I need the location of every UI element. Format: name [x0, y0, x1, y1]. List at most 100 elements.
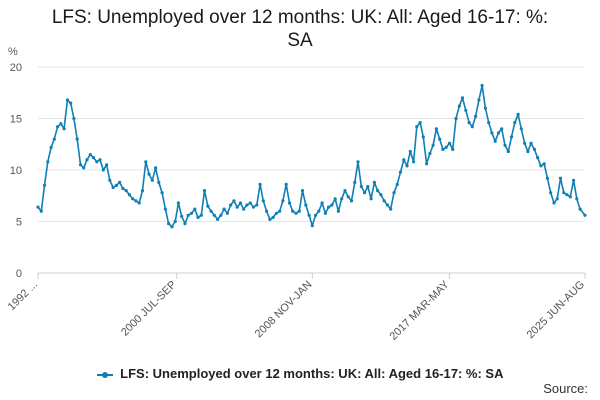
data-point [69, 101, 73, 105]
data-point [327, 205, 331, 209]
data-point [105, 163, 109, 167]
data-point [398, 170, 403, 174]
data-point [340, 197, 344, 201]
legend-swatch [96, 370, 113, 380]
data-point [454, 116, 458, 121]
data-point [349, 199, 354, 203]
data-point [212, 213, 216, 217]
data-point [108, 178, 112, 182]
data-point [268, 217, 272, 221]
axes [37, 273, 586, 279]
data-point [320, 201, 324, 205]
data-point [477, 98, 481, 102]
legend: LFS: Unemployed over 12 months: UK: All:… [0, 366, 600, 381]
data-point [167, 222, 171, 226]
data-point [98, 158, 102, 162]
data-point [281, 199, 285, 203]
data-point [183, 222, 187, 226]
data-point [225, 211, 229, 215]
data-point [49, 145, 53, 149]
data-point [317, 209, 321, 213]
data-point [300, 189, 305, 193]
chart-title-line-2: SA [287, 30, 313, 51]
source-label: Source: [543, 381, 588, 396]
y-tick-label: 15 [10, 114, 22, 126]
data-point [72, 116, 76, 121]
y-axis-label: % [8, 46, 18, 58]
data-point [88, 153, 92, 157]
data-point [555, 197, 559, 201]
data-point [46, 160, 50, 164]
data-point [493, 139, 497, 143]
data-point [483, 106, 487, 110]
data-point [421, 135, 425, 139]
y-tick-label: 10 [10, 165, 22, 177]
data-point [199, 213, 203, 217]
data-point [389, 207, 393, 211]
data-point [173, 219, 177, 224]
data-point [376, 189, 380, 193]
data-point [314, 213, 318, 217]
data-point [304, 203, 308, 207]
data-point [405, 164, 409, 168]
data-point [202, 189, 207, 193]
data-point [431, 143, 435, 147]
data-point [150, 178, 154, 182]
data-point [134, 199, 138, 203]
data-point [251, 205, 256, 209]
data-point [503, 143, 507, 147]
data-point [118, 180, 122, 184]
data-point [343, 189, 347, 193]
data-point [101, 168, 105, 172]
data-point [558, 176, 563, 180]
gridlines [38, 66, 585, 274]
data-point [412, 160, 416, 164]
data-point [82, 166, 86, 170]
data-point [189, 211, 194, 215]
data-point [95, 160, 99, 164]
legend-label: LFS: Unemployed over 12 months: UK: All:… [120, 366, 504, 381]
data-point [457, 104, 461, 108]
data-point [451, 147, 455, 151]
data-point [274, 211, 278, 215]
data-point [382, 199, 386, 203]
data-point [209, 209, 213, 213]
data-point [157, 180, 161, 184]
data-point [278, 209, 282, 213]
data-point [549, 191, 553, 195]
data-point [333, 197, 337, 201]
data-point [474, 114, 478, 118]
y-tick-label: 0 [16, 268, 22, 280]
series-line [37, 84, 586, 228]
x-tick-label: 2000 JUL-SEP [119, 279, 179, 339]
data-point [415, 125, 419, 129]
data-point [222, 207, 226, 211]
data-point [42, 183, 47, 187]
data-point [36, 205, 40, 209]
data-point [78, 163, 83, 167]
data-point [542, 162, 546, 166]
tick-labels: 0 5 10 15 20% 1992 ... 2000 JUL-SEP 2008 NOV-JA… [6, 46, 587, 343]
data-point [52, 137, 56, 141]
data-point [369, 197, 373, 201]
data-point [307, 213, 311, 217]
data-point [545, 176, 550, 180]
data-point [114, 183, 118, 187]
data-point [111, 185, 115, 190]
data-point [140, 189, 145, 193]
data-point [447, 141, 452, 145]
data-point [297, 209, 301, 213]
data-point [434, 127, 438, 131]
data-point [163, 207, 167, 211]
data-point [91, 156, 96, 160]
data-point [526, 149, 530, 154]
data-point [323, 211, 327, 215]
data-point [568, 195, 572, 199]
data-point [565, 193, 569, 197]
data-point [529, 141, 533, 145]
data-point [516, 112, 520, 116]
data-point [575, 197, 579, 201]
x-tick-label: 1992 ... [6, 279, 40, 313]
data-point [572, 178, 576, 182]
